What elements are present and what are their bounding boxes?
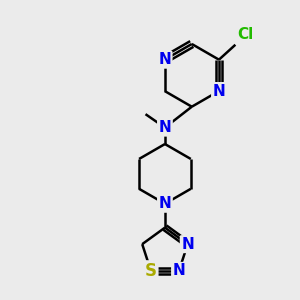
Text: N: N — [159, 120, 171, 135]
Text: N: N — [158, 52, 171, 67]
Text: N: N — [213, 83, 225, 98]
Text: N: N — [181, 237, 194, 252]
Text: N: N — [172, 263, 185, 278]
Text: N: N — [159, 196, 171, 211]
Text: S: S — [145, 262, 157, 280]
Text: Cl: Cl — [237, 27, 253, 42]
